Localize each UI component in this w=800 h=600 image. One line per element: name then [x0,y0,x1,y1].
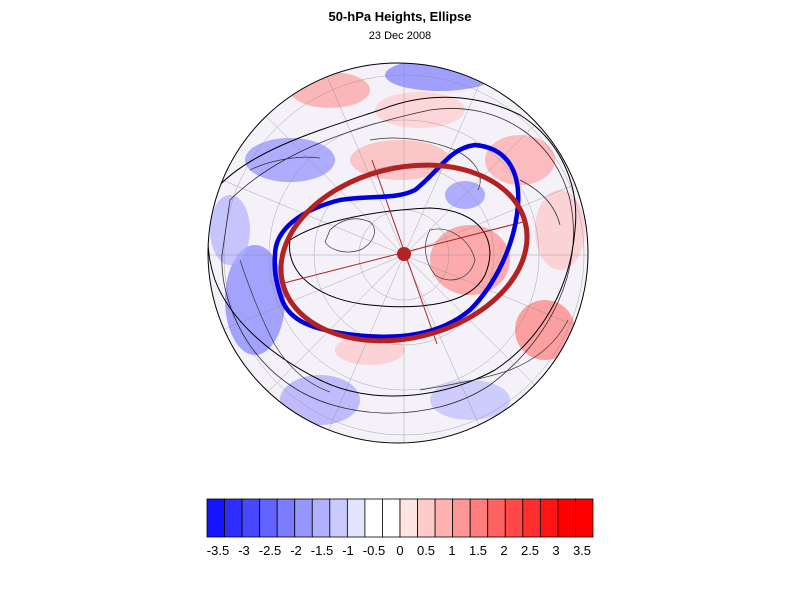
anomaly-blob [375,92,465,128]
colorbar-cell [399,498,418,538]
colorbar-cell [487,498,506,538]
colorbar-cell [294,498,313,538]
colorbar-cell [469,498,489,538]
colorbar-cell [575,498,594,538]
colorbar-tick-label: 1 [448,543,456,558]
colorbar-cell [276,498,296,538]
colorbar-cell [452,498,471,538]
fitted-ellipse-contour [278,162,530,344]
colorbar-tick-label: 0 [396,543,404,558]
colorbar-tick-label: -2 [290,543,302,558]
colorbar-cell [522,498,541,538]
colorbar-cell [241,498,261,538]
ellipse-center-marker [397,247,411,261]
colorbar-tick-label: -1.5 [310,543,334,558]
height-contour [208,96,577,397]
colorbar-tick-label: 3.5 [572,543,592,558]
colorbar-cell [504,498,524,538]
colorbar-cell [346,498,366,538]
anomaly-blob [430,225,510,295]
colorbar-tick-label: 1.5 [468,543,488,558]
anomaly-blob [280,375,360,425]
colorbar-cell [311,498,331,538]
colorbar-cell [539,498,559,538]
colorbar-cell [557,498,576,538]
colorbar-tick-label: -3 [238,543,250,558]
colorbar-cell [364,498,383,538]
map-background [208,63,588,443]
colorbar-tick-label: -0.5 [362,543,386,558]
colorbar-tick-label: -2.5 [258,543,282,558]
anomaly-blob [485,135,555,185]
anomaly-blob [210,195,250,265]
colorbar-tick-label: 2.5 [520,543,540,558]
colorbar-tick-label: 3 [552,543,560,558]
colorbar-cell [382,498,401,538]
anomaly-blob [445,181,485,209]
colorbar-tick-label: 0.5 [416,543,436,558]
colorbar-cell [206,498,225,538]
height-contour [221,108,574,414]
colorbar-tick-label: -1 [342,543,354,558]
height-contour [289,207,491,308]
plot-date: 23 Dec 2008 [368,30,432,42]
colorbar-cell [224,498,243,538]
colorbar-cell [434,498,454,538]
colorbar-cell [329,498,348,538]
globe-outline [207,62,589,444]
anomaly-blob [245,138,335,182]
colorbar-tick-label: -3.5 [206,543,230,558]
colorbar-tick-label: 2 [500,543,508,558]
coastlines [239,137,569,393]
colorbar-cell [417,498,436,538]
anomaly-blob [430,380,510,420]
colorbar-cell [259,498,278,538]
plot-title: 50-hPa Heights, Ellipse [328,9,472,24]
